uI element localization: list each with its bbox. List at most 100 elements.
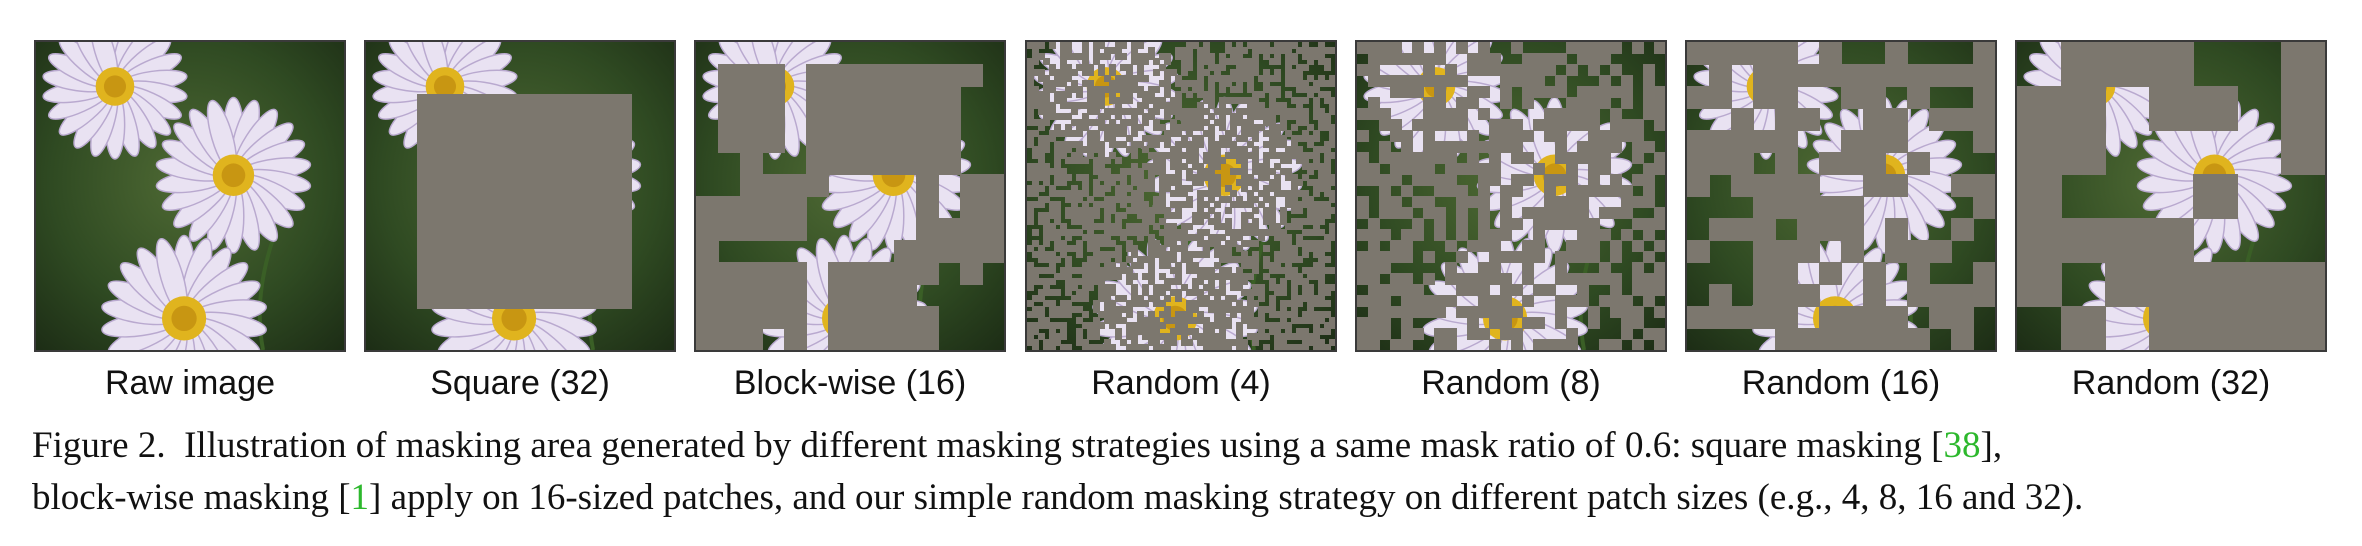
mask-patch: [1296, 135, 1303, 142]
mask-patch: [1951, 174, 1974, 197]
mask-patch: [1126, 328, 1133, 335]
mask-patch: [1164, 135, 1171, 142]
mask-patch: [1197, 278, 1204, 285]
mask-patch: [1313, 300, 1320, 307]
mask-patch: [1087, 284, 1094, 291]
mask-patch: [1247, 300, 1254, 307]
mask-patch: [1929, 240, 1952, 263]
mask-patch: [1065, 289, 1072, 296]
mask-patch: [1467, 240, 1479, 252]
mask-patch: [1280, 168, 1287, 175]
mask-patch: [850, 108, 873, 131]
mask-patch: [1357, 251, 1369, 263]
mask-patch: [1423, 141, 1435, 153]
mask-patch: [850, 152, 873, 175]
mask-patch: [1654, 339, 1665, 350]
mask-patch: [1643, 229, 1655, 241]
mask-patch: [1175, 124, 1182, 131]
mask-patch: [1192, 289, 1199, 296]
mask-patch: [1555, 339, 1567, 350]
mask-patch: [1500, 119, 1512, 131]
mask-patch: [1654, 42, 1665, 54]
mask-patch: [1148, 207, 1155, 214]
mask-patch: [1478, 163, 1490, 175]
mask-patch: [1313, 135, 1320, 142]
mask-patch: [1280, 229, 1287, 236]
mask-patch: [1043, 141, 1050, 148]
mask-patch: [1566, 174, 1578, 186]
mask-patch: [1318, 339, 1325, 346]
mask-patch: [1175, 185, 1182, 192]
mask-patch: [1274, 42, 1281, 49]
mask-patch: [1159, 64, 1166, 71]
mask-patch: [1291, 141, 1298, 148]
mask-patch: [1302, 42, 1309, 49]
mask-patch: [1214, 119, 1221, 126]
mask-patch: [1076, 174, 1083, 181]
mask-patch: [1588, 251, 1600, 263]
mask-patch: [1170, 267, 1177, 274]
mask-patch: [1038, 218, 1045, 225]
mask-patch: [1274, 75, 1281, 82]
mask-patch: [1434, 152, 1446, 164]
mask-patch: [1252, 152, 1259, 159]
mask-patch: [1258, 91, 1265, 98]
mask-patch: [1049, 223, 1056, 230]
mask-patch: [1313, 190, 1320, 197]
mask-patch: [1142, 300, 1149, 307]
mask-patch: [1302, 135, 1309, 142]
mask-patch: [1043, 229, 1050, 236]
mask-patch: [1093, 300, 1100, 307]
mask-patch: [1115, 223, 1122, 230]
mask-patch: [1126, 311, 1133, 318]
mask-patch: [1511, 119, 1523, 131]
mask-patch: [1307, 240, 1314, 247]
mask-patch: [718, 306, 741, 329]
mask-patch: [1390, 53, 1402, 65]
mask-patch: [1043, 344, 1050, 350]
mask-patch: [1478, 229, 1490, 241]
mask-patch: [762, 174, 785, 197]
mask-patch: [1577, 185, 1589, 197]
mask-patch: [1181, 108, 1188, 115]
mask-patch: [1115, 196, 1122, 203]
mask-patch: [1357, 207, 1369, 219]
mask-patch: [1313, 322, 1320, 329]
mask-patch: [1060, 240, 1067, 247]
mask-patch: [1082, 190, 1089, 197]
mask-patch: [1478, 207, 1490, 219]
citation-link[interactable]: 38: [1943, 425, 1981, 466]
mask-patch: [1313, 146, 1320, 153]
mask-patch: [1104, 185, 1111, 192]
mask-patch: [1076, 207, 1083, 214]
mask-patch: [1577, 42, 1589, 54]
mask-patch: [1203, 58, 1210, 65]
mask-patch: [1197, 218, 1204, 225]
mask-patch: [1060, 58, 1067, 65]
mask-patch: [1307, 201, 1314, 208]
mask-patch: [1247, 311, 1254, 318]
mask-patch: [1230, 295, 1237, 302]
mask-patch: [1142, 146, 1149, 153]
mask-patch: [1907, 86, 1930, 109]
mask-patch: [1434, 185, 1446, 197]
mask-patch: [1137, 174, 1144, 181]
mask-patch: [1775, 306, 1798, 329]
citation-link[interactable]: 1: [350, 477, 370, 518]
mask-patch: [1054, 339, 1061, 346]
mask-patch: [1137, 207, 1144, 214]
mask-patch: [894, 130, 917, 153]
mask-patch: [1654, 152, 1665, 164]
mask-patch: [1164, 317, 1171, 324]
mask-patch: [2149, 306, 2194, 350]
mask-patch: [1208, 174, 1215, 181]
mask-patch: [1236, 97, 1243, 104]
mask-patch: [1632, 240, 1644, 252]
mask-patch: [1027, 185, 1034, 192]
mask-patch: [1197, 267, 1204, 274]
mask-patch: [1731, 130, 1754, 153]
mask-patch: [1032, 42, 1039, 49]
mask-patch: [1434, 174, 1446, 186]
mask-patch: [1082, 42, 1089, 49]
mask-patch: [1038, 201, 1045, 208]
